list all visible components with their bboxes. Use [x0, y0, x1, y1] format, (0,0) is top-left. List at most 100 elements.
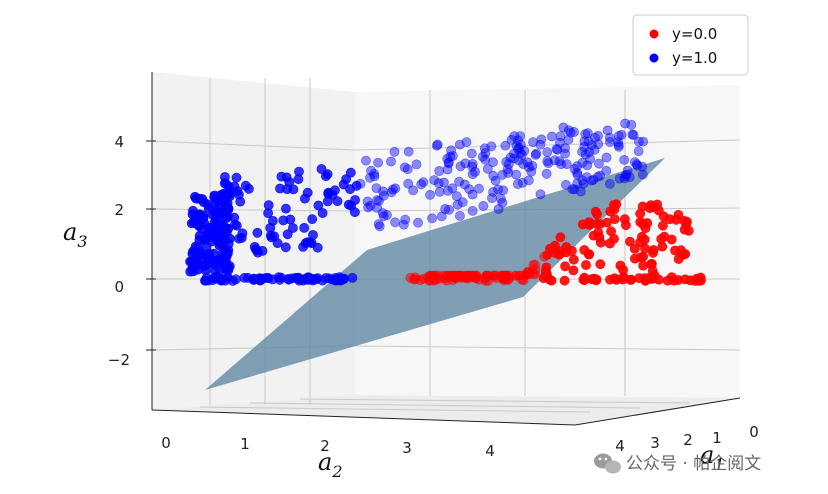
data-point — [438, 270, 448, 281]
data-point — [467, 169, 478, 179]
data-point — [493, 184, 503, 195]
data-point — [343, 199, 354, 210]
data-point — [402, 164, 413, 175]
data-point — [459, 179, 470, 190]
data-point — [559, 275, 570, 286]
data-point — [203, 203, 214, 213]
data-point — [605, 137, 615, 147]
data-point — [618, 264, 628, 275]
data-point — [493, 204, 504, 214]
data-point — [207, 275, 218, 285]
y-tick-label: 4 — [485, 442, 495, 460]
data-point — [511, 169, 522, 180]
data-point — [628, 130, 639, 140]
data-point — [584, 249, 594, 260]
data-point — [630, 253, 640, 264]
data-point — [501, 157, 512, 167]
data-point — [204, 249, 215, 259]
data-point — [647, 265, 658, 276]
data-point — [541, 168, 552, 179]
data-point — [500, 270, 511, 281]
data-point — [581, 260, 591, 270]
data-point — [490, 270, 501, 281]
data-point — [594, 232, 605, 243]
data-point — [676, 245, 686, 256]
data-point — [481, 270, 492, 281]
data-point — [638, 251, 648, 262]
data-point — [457, 197, 468, 208]
z-axis-label: a3 — [63, 218, 88, 251]
data-point — [434, 186, 445, 197]
data-point — [658, 220, 668, 231]
data-point — [204, 257, 215, 268]
data-point — [490, 175, 501, 186]
data-point — [561, 159, 572, 170]
data-point — [595, 259, 606, 270]
data-point — [545, 243, 555, 254]
data-point — [560, 148, 570, 159]
data-point — [579, 136, 590, 147]
data-point — [282, 184, 292, 195]
data-point — [632, 160, 643, 171]
data-point — [190, 241, 201, 252]
data-point — [563, 125, 574, 136]
data-point — [453, 270, 464, 281]
data-point — [510, 270, 521, 281]
data-point — [543, 158, 554, 168]
data-point — [299, 222, 310, 233]
grid-line — [249, 402, 641, 409]
data-point — [187, 209, 198, 220]
data-point — [231, 220, 242, 231]
data-point — [267, 215, 278, 226]
data-point — [524, 162, 534, 172]
data-point — [255, 275, 266, 286]
data-point — [613, 137, 623, 147]
data-point — [451, 191, 462, 202]
data-point — [634, 136, 644, 147]
data-point — [467, 270, 478, 281]
data-point — [662, 275, 673, 286]
data-point — [215, 225, 226, 236]
z-ticks: 4 2 0 −2 — [108, 133, 156, 369]
data-point — [671, 214, 682, 225]
data-point — [454, 210, 465, 221]
legend-label-y0: y=0.0 — [672, 25, 717, 43]
data-point — [243, 183, 254, 194]
y-axis-line — [151, 409, 576, 426]
data-point — [390, 217, 400, 228]
data-point — [221, 207, 232, 218]
data-point — [399, 162, 410, 173]
data-point — [216, 275, 227, 286]
legend: y=0.0 y=1.0 — [632, 14, 749, 76]
data-point — [317, 208, 328, 218]
data-point — [497, 197, 508, 208]
data-point — [416, 179, 427, 190]
data-point — [516, 149, 527, 160]
data-point — [589, 144, 600, 155]
data-point — [513, 155, 524, 166]
data-point — [374, 195, 384, 206]
data-point — [605, 238, 615, 249]
data-point — [220, 178, 231, 189]
data-point — [436, 211, 447, 222]
data-point — [434, 166, 445, 176]
data-point — [215, 190, 226, 201]
data-point — [187, 260, 198, 271]
data-point — [410, 272, 420, 283]
data-point — [443, 158, 454, 169]
y-tick-label: 1 — [240, 435, 250, 453]
y-tick-label: 2 — [320, 437, 330, 455]
data-point — [302, 237, 313, 248]
data-point — [373, 219, 384, 229]
x-axis-label: a1 — [700, 441, 725, 474]
data-point — [642, 218, 653, 228]
data-point — [509, 131, 520, 142]
data-point — [294, 166, 304, 177]
data-point — [536, 134, 547, 145]
data-point — [446, 145, 456, 156]
data-point — [604, 132, 615, 143]
data-point — [230, 274, 241, 285]
data-point — [593, 130, 603, 141]
data-point — [605, 178, 615, 189]
